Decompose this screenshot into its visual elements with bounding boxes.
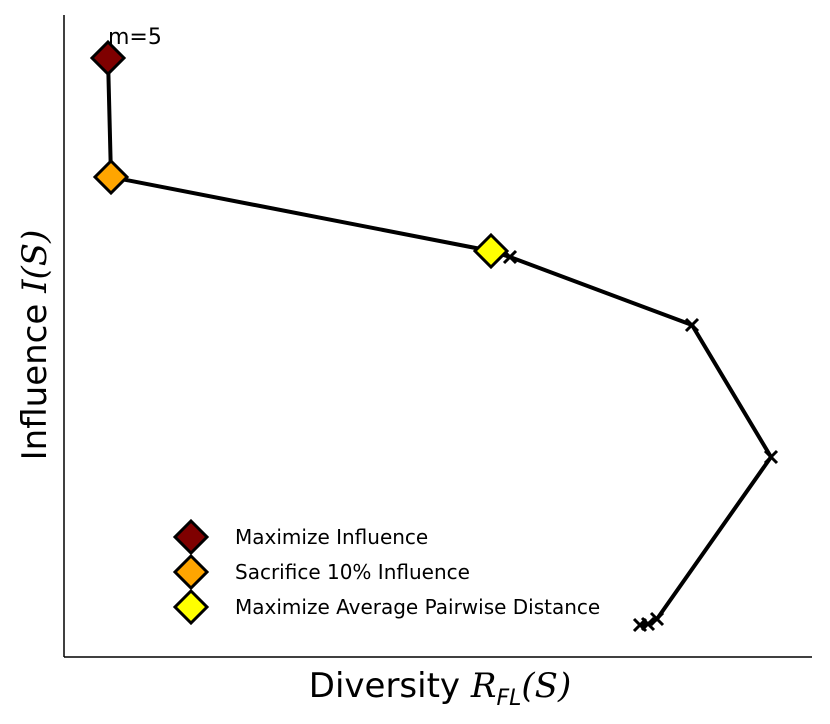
data-point-x-marker — [684, 317, 700, 333]
series-line — [106, 57, 774, 627]
data-point-x-marker — [649, 611, 665, 627]
legend-marker — [172, 588, 210, 626]
y-axis-label: Influence I(S) — [15, 230, 55, 461]
legend: Maximize Influence Sacrifice 10% Influenc… — [172, 518, 600, 626]
x-axis-label-text: Diversity — [309, 666, 460, 706]
highlight-diamond-marker — [92, 158, 130, 196]
annotation-m: m=5 — [108, 25, 162, 50]
plot-area — [89, 39, 779, 633]
x-axis-label: Diversity RFL(S) — [309, 666, 571, 711]
highlight-diamond-marker — [472, 232, 510, 270]
data-point-x-marker — [632, 617, 648, 633]
legend-label: Sacrifice 10% Influence — [235, 560, 470, 584]
data-point-x-marker — [763, 449, 779, 465]
legend-label: Maximize Influence — [235, 525, 428, 549]
legend-marker — [172, 553, 210, 591]
highlight-diamond-marker — [89, 39, 127, 77]
legend-marker — [172, 518, 210, 556]
legend-label: Maximize Average Pairwise Distance — [235, 595, 600, 619]
